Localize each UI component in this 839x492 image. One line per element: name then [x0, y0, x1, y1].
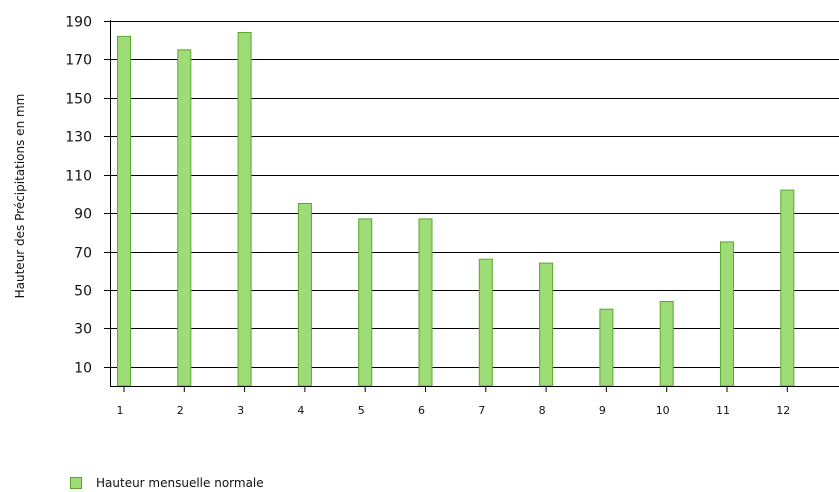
bar-12 [780, 189, 795, 387]
y-tick-label: 70 [74, 246, 92, 262]
y-tick-label: 170 [65, 53, 92, 69]
bar-10 [659, 301, 674, 387]
bar-11 [720, 241, 734, 387]
x-tick-label: 4 [297, 404, 304, 417]
legend-label: Hauteur mensuelle normale [96, 476, 264, 490]
y-tick-label: 190 [65, 15, 92, 31]
y-tick-label: 10 [74, 361, 92, 377]
gridlines [104, 21, 839, 368]
bar-9 [599, 308, 614, 387]
x-tick-label: 6 [418, 404, 425, 417]
y-tick-label: 150 [65, 92, 92, 108]
x-tick-label: 1 [117, 404, 124, 417]
bar-8 [539, 262, 554, 387]
y-tick-label: 130 [65, 130, 92, 146]
y-tick-labels: 10 30 50 70 90 110 130 150 170 190 [65, 15, 92, 377]
bar-5 [358, 218, 373, 387]
x-tick-label: 5 [358, 404, 365, 417]
bars [117, 32, 795, 392]
x-tick-label: 11 [716, 404, 730, 417]
y-tick-label: 30 [74, 322, 92, 338]
y-tick-label: 110 [65, 169, 92, 185]
bar-1 [117, 35, 131, 387]
bar-3 [237, 32, 252, 387]
x-tick-label: 8 [539, 404, 546, 417]
y-axis-label: Hauteur des Précipitations en mm [13, 94, 27, 299]
bar-2 [177, 49, 192, 387]
x-tick-label: 12 [776, 404, 790, 417]
x-tick-label: 2 [177, 404, 184, 417]
x-tick-label: 7 [478, 404, 485, 417]
axes [110, 20, 839, 387]
x-tick-label: 10 [656, 404, 670, 417]
bar-6 [418, 218, 433, 387]
y-tick-label: 90 [74, 207, 92, 223]
legend: Hauteur mensuelle normale [70, 476, 264, 490]
bar-7 [478, 258, 493, 387]
x-tick-label: 3 [237, 404, 244, 417]
bar-4 [297, 203, 312, 387]
legend-swatch [70, 477, 82, 489]
x-tick-labels: 1 2 3 4 5 6 7 8 9 10 11 12 [117, 404, 791, 417]
y-tick-label: 50 [74, 284, 92, 300]
x-tick-label: 9 [599, 404, 606, 417]
